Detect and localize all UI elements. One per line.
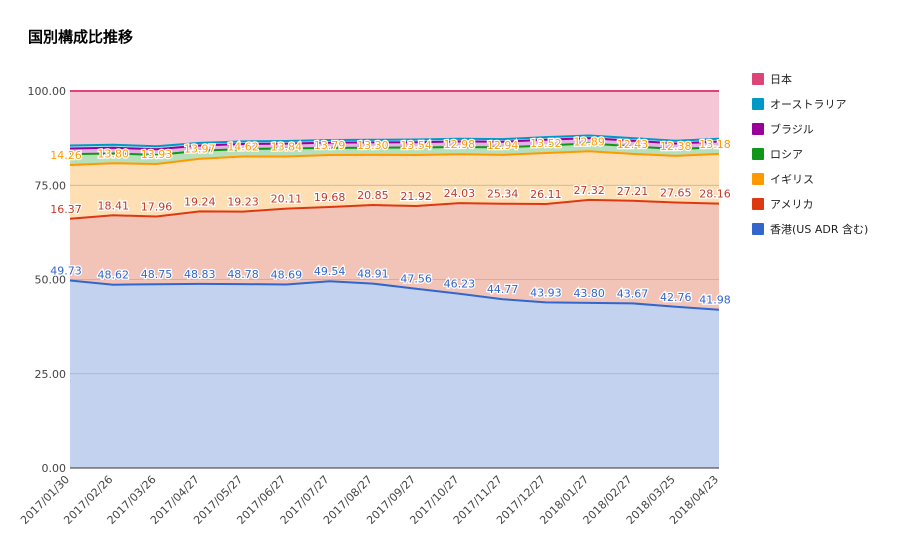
y-tick-label: 75.00	[35, 179, 67, 192]
data-label: 13.52	[530, 137, 562, 150]
line-イギリス	[69, 150, 720, 167]
legend-item[interactable]: ブラジル	[752, 116, 892, 141]
legend-label: オーストラリア	[770, 97, 847, 111]
data-label: 27.65	[660, 187, 692, 200]
line-オーストラリア	[69, 134, 720, 148]
data-label: 19.68	[314, 191, 346, 204]
legend-item[interactable]: 日本	[752, 66, 892, 91]
data-label: 47.56	[400, 273, 432, 286]
data-label: 20.85	[357, 189, 389, 202]
data-label: 13.30	[357, 139, 389, 152]
data-label: 13.84	[271, 140, 303, 153]
legend-swatch	[752, 72, 764, 85]
chart-title: 国別構成比推移	[28, 28, 134, 46]
y-tick-label: 0.00	[42, 462, 67, 475]
area-ブラジル	[70, 138, 719, 155]
data-label: 43.80	[573, 287, 605, 300]
y-tick-label: 100.00	[28, 85, 67, 98]
area-日本	[70, 91, 719, 147]
area-アメリカ	[70, 199, 719, 310]
data-label: 46.23	[444, 278, 476, 291]
legend: 日本オーストラリア ブラジルロシアイギリスアメリカ香港(US ADR 含む)	[752, 66, 892, 241]
data-label: 13.97	[184, 143, 216, 156]
legend-item[interactable]: イギリス	[752, 166, 892, 191]
data-label: 20.11	[271, 193, 303, 206]
legend-swatch	[752, 197, 764, 210]
y-tick-label: 50.00	[35, 274, 67, 287]
data-label: 14.26	[50, 149, 82, 162]
data-label: 19.23	[227, 196, 259, 209]
data-label: 25.34	[487, 188, 519, 201]
data-label: 12.98	[444, 138, 476, 151]
legend-item[interactable]: 香港(US ADR 含む)	[752, 216, 892, 241]
y-tick-label: 25.00	[35, 368, 67, 381]
data-label: 27.21	[617, 185, 649, 198]
data-label: 27.32	[573, 184, 605, 197]
data-label: 18.41	[98, 199, 130, 212]
legend-item[interactable]: オーストラリア	[752, 91, 892, 116]
legend-label: ロシア	[770, 147, 803, 161]
data-label: 48.91	[357, 268, 389, 281]
data-label: 28.16	[699, 188, 731, 201]
data-label: 12.94	[487, 139, 519, 152]
legend-swatch	[752, 222, 764, 235]
legend-swatch	[752, 122, 764, 135]
line-ロシア	[69, 142, 720, 156]
data-label: 42.76	[660, 291, 692, 304]
data-label: 49.73	[50, 265, 82, 278]
legend-swatch	[752, 172, 764, 185]
data-label: 48.75	[141, 268, 173, 281]
legend-label: 日本	[770, 72, 792, 86]
data-label: 48.83	[184, 268, 216, 281]
data-label: 26.11	[530, 188, 562, 201]
data-label: 21.92	[400, 190, 432, 203]
legend-label: ブラジル	[770, 122, 814, 136]
data-label: 43.67	[617, 287, 649, 300]
legend-swatch	[752, 97, 764, 110]
legend-label: イギリス	[770, 172, 814, 186]
data-label: 13.18	[699, 138, 731, 151]
data-label: 24.03	[444, 187, 476, 200]
legend-item[interactable]: ロシア	[752, 141, 892, 166]
data-label: 12.43	[617, 138, 649, 151]
data-label: 14.62	[227, 140, 259, 153]
line-ブラジル	[69, 137, 720, 151]
legend-label: アメリカ	[770, 197, 814, 211]
legend-item[interactable]: アメリカ	[752, 191, 892, 216]
data-label: 41.98	[699, 294, 731, 307]
data-label: 19.24	[184, 195, 216, 208]
data-label: 13.80	[98, 147, 130, 160]
legend-label: 香港(US ADR 含む)	[770, 222, 869, 236]
data-label: 49.54	[314, 265, 346, 278]
data-label: 13.54	[400, 139, 432, 152]
data-label: 17.96	[141, 201, 173, 214]
line-香港-US-ADR-含む	[69, 279, 720, 311]
data-label: 44.77	[487, 283, 519, 296]
line-アメリカ	[69, 198, 720, 220]
data-label: 13.93	[141, 148, 173, 161]
data-label: 12.38	[660, 140, 692, 153]
data-label: 48.69	[271, 268, 303, 281]
data-label: 16.37	[50, 203, 82, 216]
area-香港-US-ADR-含む	[70, 280, 719, 468]
data-label: 48.62	[98, 269, 130, 282]
data-label: 48.78	[227, 268, 259, 281]
data-label: 13.79	[314, 139, 346, 152]
legend-swatch	[752, 147, 764, 160]
data-label: 43.93	[530, 286, 562, 299]
data-label: 12.89	[573, 135, 605, 148]
